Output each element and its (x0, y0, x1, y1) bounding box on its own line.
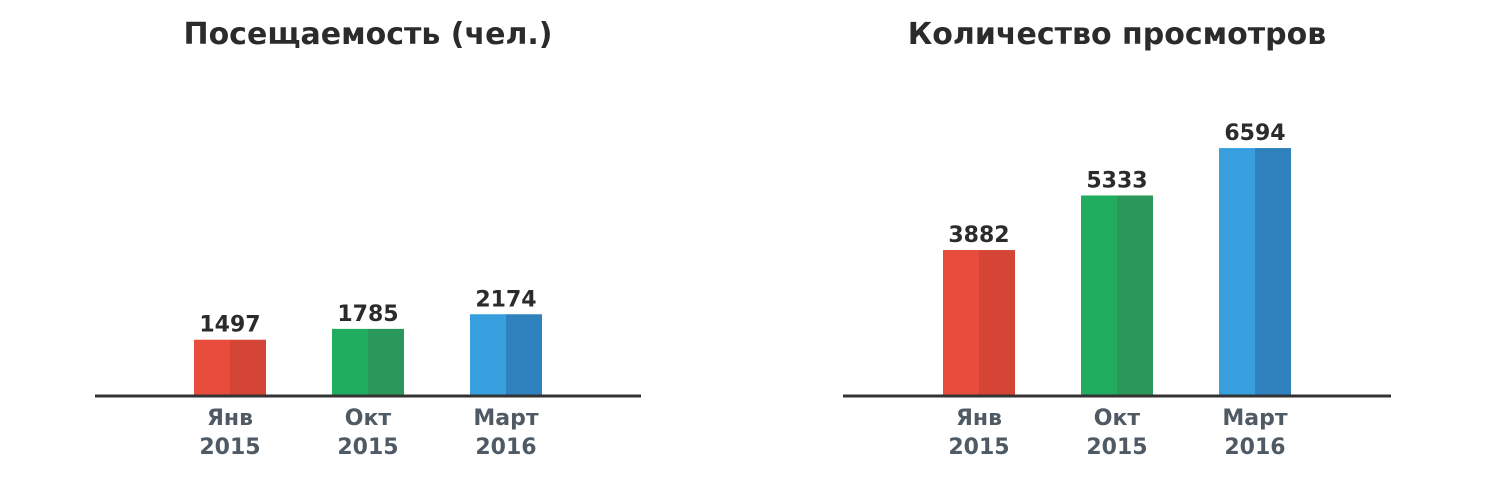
attendance-category-label-2-1: 2016 (475, 435, 536, 460)
views-category-label-2-1: 2016 (1224, 435, 1285, 460)
views-category-label-1-1: 2015 (1086, 435, 1147, 460)
attendance-bar-0-right (230, 339, 266, 396)
views-category-label-0-1: 2015 (948, 435, 1009, 460)
attendance-category-label-2-0: Март (473, 406, 538, 431)
views-bar-2-left (1219, 148, 1255, 396)
views-value-label-1: 5333 (1086, 168, 1147, 193)
attendance-bar-1-right (368, 328, 404, 396)
attendance-bar-0 (194, 339, 266, 396)
views-bar-2-right (1255, 148, 1291, 396)
attendance-bar-0-left (194, 339, 230, 396)
views-bar-0-right (979, 250, 1015, 396)
views-category-label-1-0: Окт (1094, 406, 1141, 431)
attendance-bar-2 (470, 314, 542, 396)
attendance-value-label-2: 2174 (475, 287, 536, 312)
attendance-category-label-1-0: Окт (345, 406, 392, 431)
views-value-label-2: 6594 (1224, 121, 1285, 146)
views-bar-1-right (1117, 195, 1153, 396)
views-bar-2 (1219, 148, 1291, 396)
views-bar-0 (943, 250, 1015, 396)
views-chart-title: Количество просмотров (908, 17, 1326, 52)
views-category-label-0-0: Янв (956, 406, 1002, 431)
attendance-bar-2-left (470, 314, 506, 396)
attendance-chart-title: Посещаемость (чел.) (183, 17, 552, 52)
attendance-value-label-1: 1785 (337, 302, 398, 327)
attendance-bar-1 (332, 328, 404, 396)
views-bar-0-left (943, 250, 979, 396)
attendance-category-label-1-1: 2015 (337, 435, 398, 460)
attendance-bar-1-left (332, 328, 368, 396)
attendance-category-label-0-1: 2015 (199, 435, 260, 460)
views-bar-1 (1081, 195, 1153, 396)
attendance-chart: Посещаемость (чел.) 1497 Янв 2015 1785 Окт 20… (95, 17, 641, 460)
attendance-category-label-0-0: Янв (207, 406, 253, 431)
attendance-value-label-0: 1497 (199, 313, 260, 338)
attendance-bar-2-right (506, 314, 542, 396)
views-category-label-2-0: Март (1222, 406, 1287, 431)
views-value-label-0: 3882 (948, 223, 1009, 248)
views-bar-1-left (1081, 195, 1117, 396)
views-chart: Количество просмотров 3882 Янв 2015 5333 Окт… (843, 17, 1391, 460)
